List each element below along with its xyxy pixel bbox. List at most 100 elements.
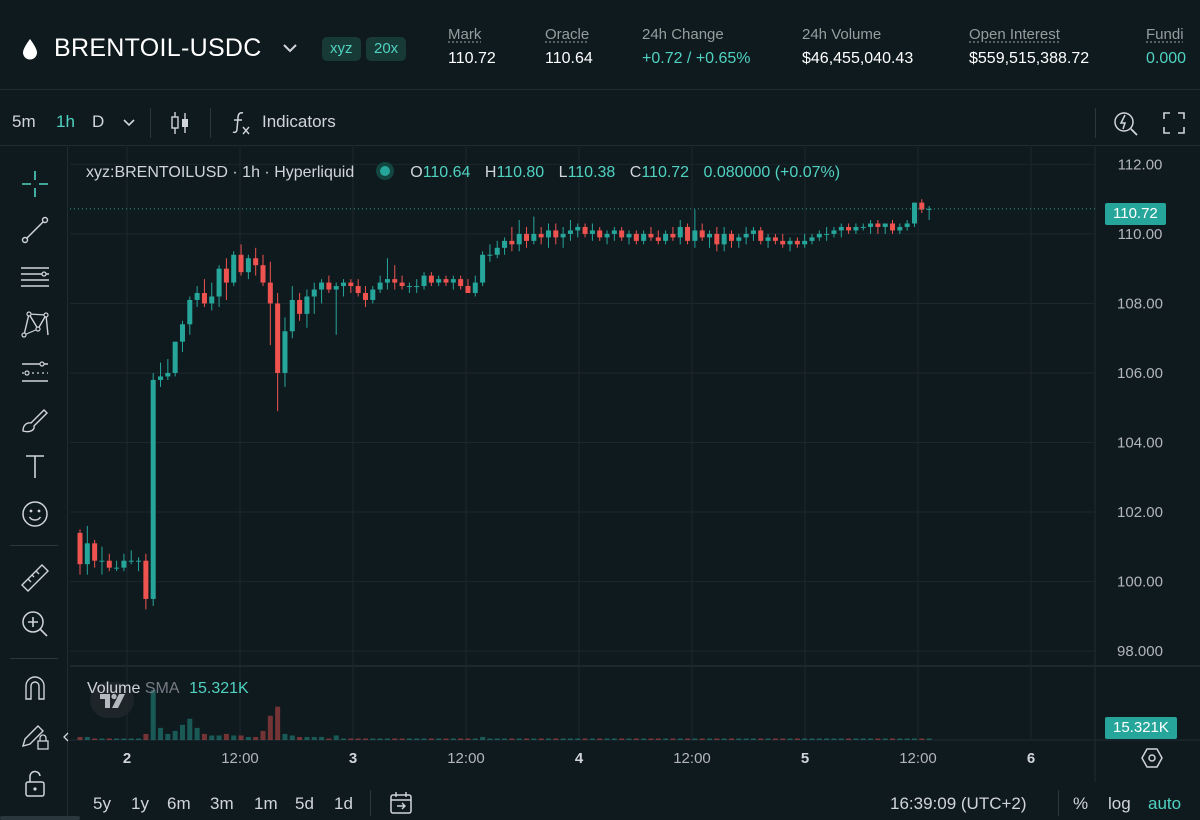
function-icon[interactable] <box>230 110 252 136</box>
volume-bar <box>414 738 420 740</box>
candle-body <box>926 208 932 210</box>
volume-bar <box>882 738 888 740</box>
stat-oracle: Oracle 110.64 <box>545 26 593 68</box>
brush-tool[interactable] <box>18 403 52 437</box>
candlestick-plot[interactable]: 112.00 110.00 108.00 106.00 104.00 102.00 100.… <box>0 100 1200 820</box>
candle-body <box>319 282 325 290</box>
lock-all-tool[interactable] <box>18 767 52 801</box>
chevron-left-icon[interactable] <box>62 731 70 743</box>
pattern-tool[interactable] <box>18 307 52 341</box>
chart-settings-icon[interactable] <box>1140 746 1164 770</box>
volume-bar <box>238 735 244 740</box>
volume-bar <box>509 738 515 740</box>
range-5d[interactable]: 5d <box>295 794 314 813</box>
volume-bar <box>633 738 639 740</box>
fullscreen-icon[interactable] <box>1162 111 1186 135</box>
volume-bar <box>531 738 537 740</box>
measure-tool[interactable] <box>18 561 52 595</box>
replay-icon[interactable] <box>1112 109 1140 137</box>
volume-bar <box>384 738 390 740</box>
range-1m[interactable]: 1m <box>254 794 278 813</box>
percent-scale-toggle[interactable]: % <box>1073 794 1089 813</box>
volume-bar <box>677 738 683 740</box>
price-tick-label: 104.00 <box>1117 435 1163 452</box>
candle-body <box>106 560 112 568</box>
horizontal-lines-tool[interactable] <box>18 260 52 294</box>
chart-clock[interactable]: 16:39:09 (UTC+2) <box>890 794 1027 813</box>
range-bar: 5y 1y 6m 3m 1m 5d 1d 16:39:09 (UTC+2) % … <box>68 784 1200 820</box>
candle-body <box>502 240 508 248</box>
range-3m[interactable]: 3m <box>210 794 234 813</box>
indicators-button[interactable]: Indicators <box>262 112 336 131</box>
candle-body <box>524 233 530 241</box>
chevron-down-icon[interactable] <box>282 40 298 56</box>
unlock-icon <box>25 770 45 797</box>
volume-bar <box>92 738 98 740</box>
zoom-tool[interactable] <box>18 607 52 641</box>
log-scale-toggle[interactable]: log <box>1108 794 1131 813</box>
volume-bar <box>326 738 332 740</box>
candle-body <box>882 223 888 227</box>
tradingview-logo[interactable] <box>90 682 134 718</box>
range-divider <box>370 790 371 816</box>
text-tool[interactable] <box>18 449 52 483</box>
volume-bar <box>743 738 749 740</box>
candle-body <box>238 254 244 273</box>
emoji-tool[interactable] <box>18 497 52 531</box>
legend-symbol[interactable]: xyz:BRENTOILUSD · 1h · Hyperliquid <box>86 164 355 181</box>
candle-body <box>853 226 859 231</box>
candle-body <box>831 230 837 234</box>
volume-bar <box>926 738 932 740</box>
candle-body <box>128 560 134 562</box>
stat-label: 24h Change <box>642 26 724 43</box>
goto-date-icon[interactable] <box>388 790 414 816</box>
forecast-icon <box>22 361 48 382</box>
range-1y[interactable]: 1y <box>131 794 149 813</box>
volume-bar <box>765 738 771 740</box>
range-1d[interactable]: 1d <box>334 794 353 813</box>
volume-bar <box>670 738 676 740</box>
stat-open-interest: Open Interest $559,515,388.72 <box>969 26 1089 68</box>
interval-5m[interactable]: 5m <box>12 112 36 131</box>
interval-1h[interactable]: 1h <box>56 112 75 131</box>
candle-body <box>758 230 764 241</box>
panel-scrollbar[interactable] <box>0 816 80 820</box>
candle-body <box>392 279 398 283</box>
crosshair-tool[interactable] <box>18 167 52 201</box>
pair-selector[interactable]: BRENTOIL-USDC <box>54 34 262 62</box>
trend-line-tool[interactable] <box>18 213 52 247</box>
price-tick-label: 112.00 <box>1118 156 1163 173</box>
candles-chart-type-icon[interactable] <box>168 110 192 136</box>
volume-legend: Volume SMA 15.321K <box>87 680 249 698</box>
magnet-tool[interactable] <box>18 671 52 705</box>
candle-body <box>341 282 347 287</box>
stat-value: $559,515,388.72 <box>969 50 1090 67</box>
candle-body <box>575 226 581 231</box>
chevron-down-icon[interactable] <box>122 117 136 129</box>
market-header: BRENTOIL-USDC xyz 20x Mark 110.72 Oracle… <box>0 0 1200 90</box>
candle-body <box>487 254 493 256</box>
auto-scale-toggle[interactable]: auto <box>1148 794 1182 813</box>
leverage-badge[interactable]: 20x <box>366 37 407 61</box>
candle-body <box>377 282 383 290</box>
candle-body <box>436 279 442 283</box>
stat-value: +0.72 / +0.65% <box>642 50 751 67</box>
candle-body <box>802 240 808 245</box>
volume-bar <box>209 735 215 740</box>
candle-body <box>143 560 149 599</box>
drawing-lock-tool[interactable] <box>18 719 52 753</box>
candle-body <box>655 237 661 241</box>
legend-close: 110.72 <box>641 164 690 181</box>
range-5y[interactable]: 5y <box>93 794 111 813</box>
volume-bar <box>919 738 925 740</box>
candle-body <box>787 240 793 245</box>
volume-bar <box>341 738 347 740</box>
range-6m[interactable]: 6m <box>167 794 191 813</box>
volume-bar <box>194 727 200 740</box>
volume-bar <box>143 733 149 740</box>
candle-body <box>824 233 830 235</box>
volume-bar <box>399 738 405 740</box>
interval-d[interactable]: D <box>92 112 105 131</box>
forecast-tool[interactable] <box>18 355 52 389</box>
volume-title: Volume <box>87 680 141 697</box>
